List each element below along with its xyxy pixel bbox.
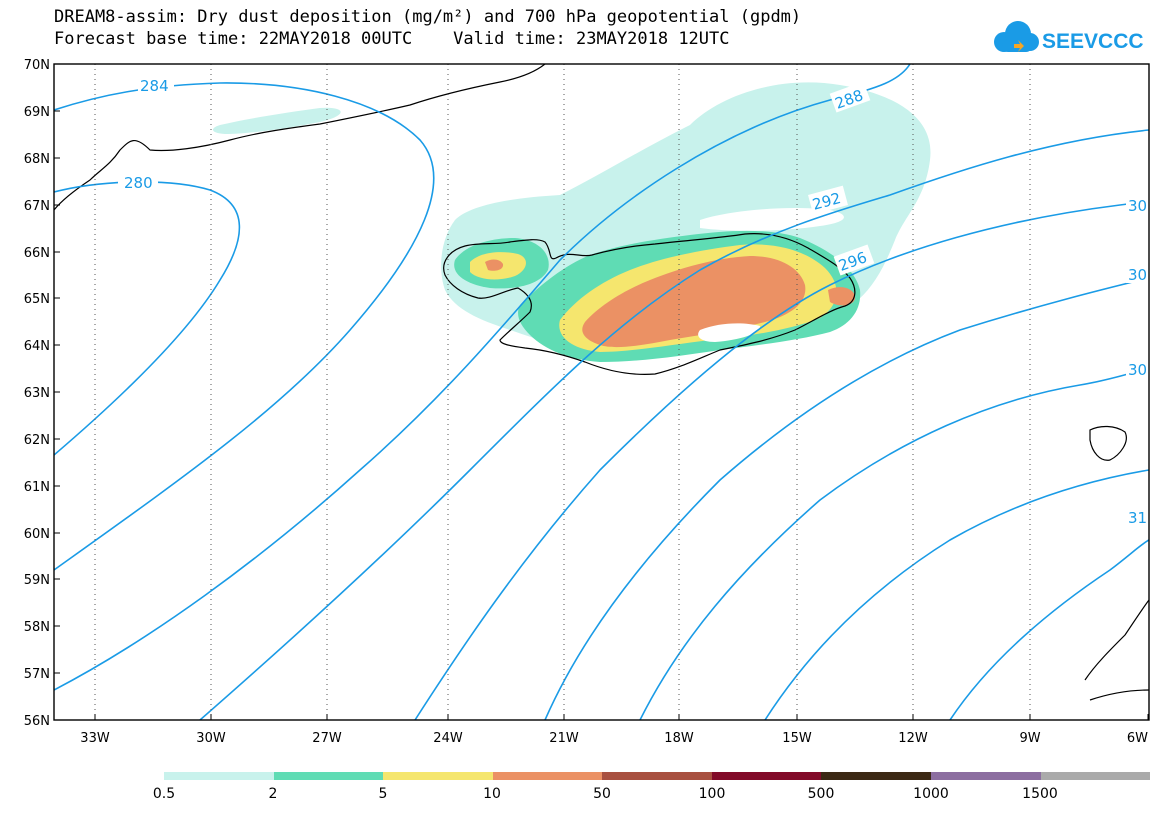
lat-label: 66N	[24, 246, 50, 261]
legend-label: 5	[378, 786, 388, 802]
legend-swatch	[711, 772, 822, 780]
lat-label: 68N	[24, 152, 50, 167]
axis-ticks	[54, 63, 1149, 721]
title-line-2: Forecast base time: 22MAY2018 00UTC Vali…	[54, 29, 730, 49]
contour-284	[54, 82, 435, 571]
title-line-1: DREAM8-assim: Dry dust deposition (mg/m²…	[54, 7, 802, 27]
iceland-coast	[443, 233, 856, 375]
legend-swatch	[383, 772, 493, 780]
lat-label: 62N	[24, 433, 50, 448]
lat-label: 70N	[24, 58, 50, 73]
dust-se-patch	[828, 287, 855, 306]
lon-label: 30W	[196, 731, 226, 746]
contour-label-284: 284	[140, 77, 169, 95]
legend-label: 10	[483, 786, 501, 802]
lat-label: 64N	[24, 339, 50, 354]
lat-label: 69N	[24, 105, 50, 120]
contour-288	[54, 64, 911, 691]
contour-296	[414, 201, 1149, 720]
lon-label: 15W	[782, 731, 812, 746]
plot-area	[54, 64, 1149, 720]
lat-label: 56N	[24, 714, 50, 729]
arrow-icon	[1014, 40, 1024, 52]
lon-label: 21W	[549, 731, 579, 746]
lon-label: 6W	[1127, 731, 1148, 746]
scotland-coast	[1084, 599, 1149, 701]
legend-label: 100	[698, 786, 726, 802]
coastlines	[54, 64, 1149, 701]
lon-label: 24W	[433, 731, 463, 746]
legend-swatch	[273, 772, 384, 780]
lat-label: 57N	[24, 667, 50, 682]
contour-labels: 284 280 288 292 296 30 30 30 31	[118, 76, 1149, 527]
contour-label-308: 30	[1128, 361, 1147, 379]
legend-label: 2	[268, 786, 278, 802]
contour-308	[764, 469, 1149, 720]
legend-label: 1000	[913, 786, 949, 802]
longitude-labels: 33W 30W 27W 24W 21W 18W 15W 12W 9W 6W	[80, 731, 1148, 746]
contour-292	[199, 129, 1149, 720]
lat-label: 60N	[24, 527, 50, 542]
contour-label-300: 30	[1128, 197, 1147, 215]
lat-label: 59N	[24, 573, 50, 588]
lat-label: 63N	[24, 386, 50, 401]
greenland-coast	[54, 64, 546, 211]
dust-strip-north	[213, 107, 341, 134]
contour-label-312: 31	[1128, 509, 1147, 527]
legend-label: 1500	[1022, 786, 1058, 802]
legend-swatch	[492, 772, 603, 780]
lon-label: 12W	[898, 731, 928, 746]
dust-nw-orange	[485, 259, 504, 271]
legend-swatch	[1040, 772, 1151, 780]
latitude-labels: 70N 69N 68N 67N 66N 65N 64N 63N 62N 61N …	[24, 58, 50, 729]
faroe-coast	[1089, 425, 1127, 461]
lon-label: 33W	[80, 731, 110, 746]
dust-gap	[700, 208, 844, 231]
seevccc-logo: SEEVCCC	[994, 21, 1144, 53]
contour-label-304: 30	[1128, 266, 1147, 284]
legend-label: 50	[593, 786, 611, 802]
lon-label: 9W	[1019, 731, 1040, 746]
lat-label: 67N	[24, 199, 50, 214]
contour-312	[949, 539, 1149, 720]
legend-swatch	[164, 772, 274, 780]
legend-swatch	[930, 772, 1041, 780]
lat-label: 61N	[24, 480, 50, 495]
legend-swatch	[821, 772, 931, 780]
dust-shading	[213, 82, 931, 362]
lon-label: 27W	[312, 731, 342, 746]
color-legend	[164, 772, 1151, 780]
contour-304	[639, 367, 1149, 720]
lon-label: 18W	[664, 731, 694, 746]
dust-gap-south	[698, 323, 760, 342]
lat-label: 65N	[24, 292, 50, 307]
contour-300	[544, 277, 1149, 720]
legend-swatch	[602, 772, 712, 780]
contour-label-280: 280	[124, 174, 153, 192]
lat-label: 58N	[24, 620, 50, 635]
legend-label: 500	[807, 786, 835, 802]
legend-label: 0.5	[152, 786, 176, 802]
logo-text: SEEVCCC	[1042, 30, 1144, 53]
